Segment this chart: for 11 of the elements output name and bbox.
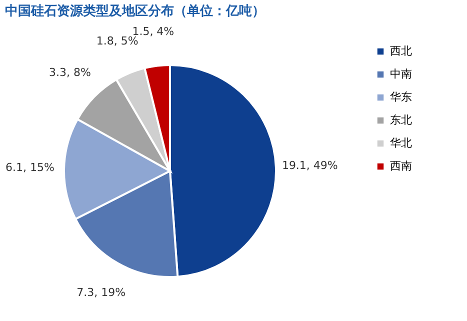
data-label: 7.3, 19% — [76, 286, 126, 299]
data-label: 19.1, 49% — [282, 158, 338, 172]
legend-label: 西南 — [390, 160, 412, 172]
legend-label: 华北 — [390, 136, 412, 150]
data-label: 6.1, 15% — [6, 161, 54, 174]
legend-label: 中南 — [390, 68, 412, 80]
legend-label: 华东 — [390, 90, 412, 104]
legend-label: 西北 — [390, 44, 412, 58]
data-label: 3.3, 8% — [49, 66, 91, 80]
chart-title: 中国硅石资源类型及地区分布（单位：亿吨） — [5, 3, 265, 20]
legend-label: 东北 — [390, 114, 412, 126]
